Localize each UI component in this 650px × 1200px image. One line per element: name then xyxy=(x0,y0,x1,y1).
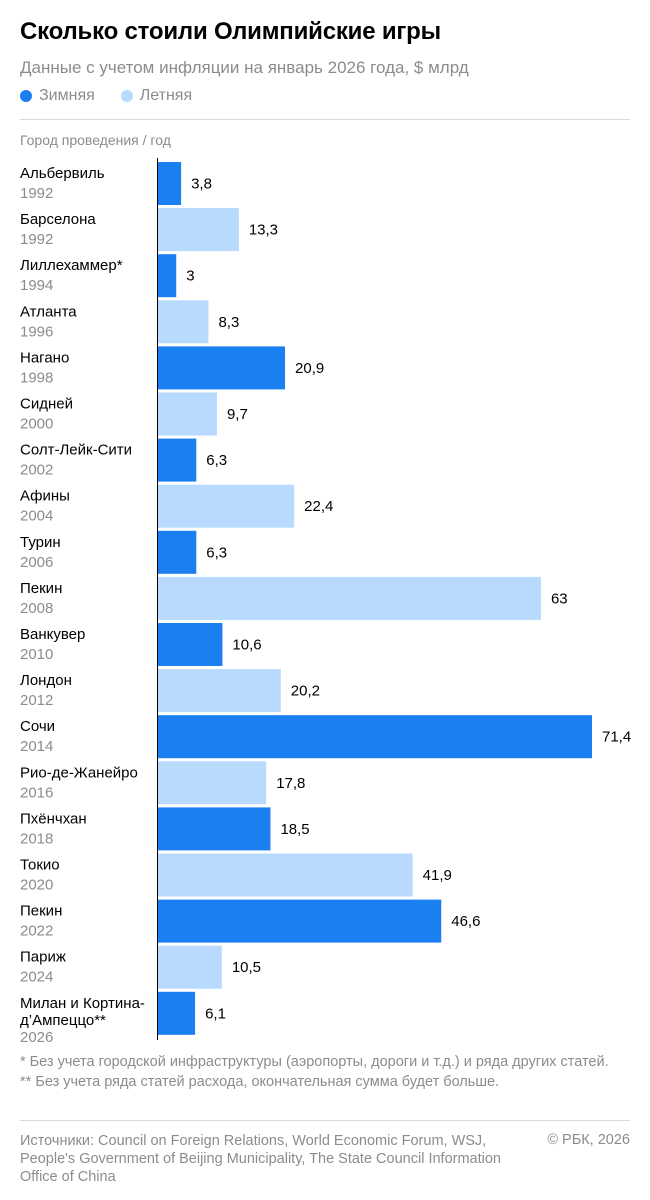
bar-winter xyxy=(158,162,182,205)
legend-summer-label: Летняя xyxy=(139,87,193,104)
bar-value-label: 18,5 xyxy=(280,821,309,838)
category-city-label: Пекин xyxy=(20,903,62,920)
category-city-label: Рио-де-Жанейро xyxy=(20,764,138,781)
bar-value-label: 13,3 xyxy=(249,222,278,239)
category-city-label: Афины xyxy=(20,488,70,505)
bar-value-label: 6,1 xyxy=(205,1005,226,1022)
bar-value-label: 3,8 xyxy=(191,176,212,193)
bar-winter xyxy=(158,254,177,298)
category-axis-line xyxy=(157,158,158,1040)
bar-winter xyxy=(158,438,197,482)
bar-summer xyxy=(158,945,222,989)
category-year-label: 1998 xyxy=(20,369,53,386)
category-year-label: 2018 xyxy=(20,830,53,847)
bar-summer xyxy=(158,576,541,620)
bar-value-label: 20,9 xyxy=(295,360,324,377)
bar-winter xyxy=(158,991,196,1035)
category-year-label: 2000 xyxy=(20,416,53,433)
bar-summer xyxy=(158,669,281,713)
category-city-label: Сочи xyxy=(20,718,55,735)
sources: Источники: Council on Foreign Relations,… xyxy=(20,1133,501,1185)
bar-value-label: 9,7 xyxy=(227,406,248,423)
legend-item-summer: Летняя xyxy=(120,87,193,105)
category-year-label: 1994 xyxy=(20,277,53,294)
category-city-label: Милан и Кортина- xyxy=(20,995,145,1012)
category-year-label: 2024 xyxy=(20,969,53,986)
category-year-label: 2002 xyxy=(20,462,53,479)
bar-summer xyxy=(158,484,295,528)
bar-winter xyxy=(158,623,223,666)
bar-summer xyxy=(158,300,209,344)
bar-winter xyxy=(158,807,271,851)
category-year-label: 2014 xyxy=(20,738,53,755)
bar-value-label: 41,9 xyxy=(423,867,452,884)
bar-value-label: 20,2 xyxy=(291,683,320,700)
bar-winter xyxy=(158,715,592,759)
bar-value-label: 6,3 xyxy=(206,544,227,561)
bar-value-label: 71,4 xyxy=(602,729,631,746)
legend: Зимняя Летняя xyxy=(20,87,218,105)
legend-item-winter: Зимняя xyxy=(20,87,95,105)
category-year-label: 1992 xyxy=(20,185,53,202)
category-year-label: 2026 xyxy=(20,1029,53,1045)
bar-value-label: 10,6 xyxy=(232,637,261,654)
category-year-label: 2010 xyxy=(20,646,53,663)
footer-divider xyxy=(20,1120,630,1121)
bar-value-label: 46,6 xyxy=(451,913,480,930)
category-axis-header: Город проведения / год xyxy=(20,132,171,148)
category-city-label: Лондон xyxy=(20,672,72,689)
legend-winter-swatch xyxy=(20,90,32,102)
header-divider xyxy=(20,119,630,120)
category-city-label: Солт-Лейк-Сити xyxy=(20,442,132,459)
bar-winter xyxy=(158,899,442,943)
bar-value-label: 8,3 xyxy=(218,314,239,331)
category-city-label: Сидней xyxy=(20,396,73,413)
category-city-label: Токио xyxy=(20,857,60,874)
category-city-label: Нагано xyxy=(20,349,69,366)
footnote-1: * Без учета городской инфраструктуры (аэ… xyxy=(20,1054,609,1070)
category-city-label: Пхёнчхан xyxy=(20,810,87,827)
category-year-label: 2006 xyxy=(20,554,53,571)
bar-value-label: 17,8 xyxy=(276,775,305,792)
category-year-label: 2016 xyxy=(20,784,53,801)
footnotes: * Без учета городской инфраструктуры (аэ… xyxy=(20,1053,620,1091)
category-city-label: Ванкувер xyxy=(20,626,85,643)
category-city-label: Барселона xyxy=(20,211,96,228)
legend-winter-label: Зимняя xyxy=(39,87,95,104)
bar-value-label: 63 xyxy=(551,590,568,607)
category-city-label: Лиллехаммер* xyxy=(20,257,123,274)
category-city-label: Пекин xyxy=(20,580,62,597)
category-city-label: Атланта xyxy=(20,303,77,320)
category-year-label: 1992 xyxy=(20,231,53,248)
chart-subtitle: Данные с учетом инфляции на январь 2026 … xyxy=(20,58,469,77)
legend-summer-swatch xyxy=(120,90,133,102)
category-city-label: Париж xyxy=(20,949,66,966)
category-city-label: Турин xyxy=(20,534,61,551)
footnote-2: ** Без учета ряда статей расхода, оконча… xyxy=(20,1074,500,1090)
category-year-label: 2012 xyxy=(20,692,53,709)
bar-value-label: 22,4 xyxy=(304,498,333,515)
copyright: © РБК, 2026 xyxy=(547,1132,630,1148)
category-year-label: 2020 xyxy=(20,877,53,894)
category-year-label: 1996 xyxy=(20,323,53,340)
bar-summer xyxy=(158,392,217,436)
category-year-label: 2008 xyxy=(20,600,53,617)
bar-value-label: 10,5 xyxy=(232,959,261,976)
bar-summer xyxy=(158,853,413,897)
category-year-label: 2022 xyxy=(20,923,53,940)
chart-title: Сколько стоили Олимпийские игры xyxy=(20,18,441,45)
bar-value-label: 6,3 xyxy=(206,452,227,469)
category-year-label: 2004 xyxy=(20,508,53,525)
bar-value-label: 3 xyxy=(186,268,194,285)
bar-winter xyxy=(158,530,197,574)
category-city-label: Альбервиль xyxy=(20,165,105,182)
bar-summer xyxy=(158,761,267,805)
bar-summer xyxy=(158,208,239,252)
category-city-label: д’Ампеццо** xyxy=(20,1012,106,1029)
bar-winter xyxy=(158,346,286,390)
bar-chart: 3,8 Альбервиль 1992 13,3 Барселона 1992 3 Лилле… xyxy=(20,162,631,1045)
